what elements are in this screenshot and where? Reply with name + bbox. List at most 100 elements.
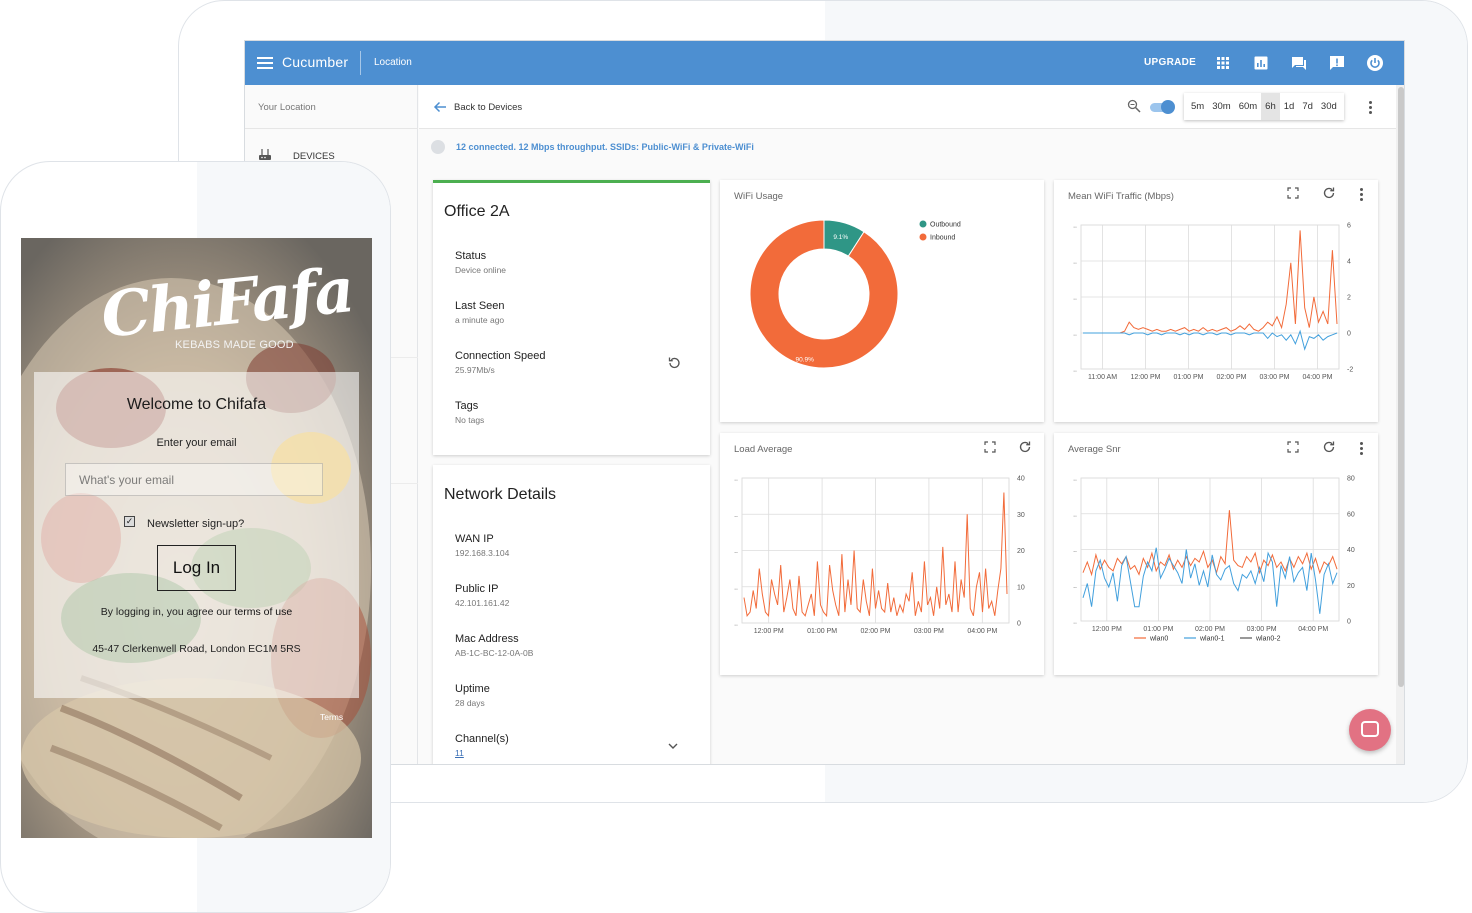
uptime-value: 28 days	[455, 698, 485, 708]
chart-options-icon[interactable]	[1360, 188, 1364, 203]
feedback-icon[interactable]	[1328, 54, 1346, 72]
range-5m[interactable]: 5m	[1191, 101, 1205, 112]
chart-title: Average Snr	[1068, 444, 1121, 455]
x-tick-label: 03:00 PM	[1260, 374, 1290, 381]
mac-address-value: AB-1C-BC-12-0A-0B	[455, 648, 534, 658]
pie-slice-inbound	[749, 219, 899, 369]
newsletter-checkbox[interactable]: ✓	[124, 516, 135, 527]
app-title: Cucumber	[282, 54, 349, 70]
scrollbar[interactable]	[1396, 85, 1404, 764]
summary-text[interactable]: 12 connected. 12 Mbps throughput. SSIDs:…	[456, 142, 754, 152]
traffic-line-chart: 6.. 4.. 2.. 0.. -2.. 11:00 AM 12:00 PM 01:00 PM…	[1073, 223, 1353, 382]
wifi-usage-donut: 9.1% Outbound 90.9% Inbound	[749, 219, 961, 369]
chat-icon[interactable]	[1290, 54, 1308, 72]
back-arrow-icon[interactable]	[433, 100, 447, 114]
load-line-chart: 40.. 30.. 20.. 10.. 0.. 12:00 PM 01:00 PM 02:00…	[734, 476, 1025, 636]
back-to-devices-link[interactable]: Back to Devices	[454, 102, 523, 113]
y-tick-label: 6	[1347, 223, 1351, 230]
agree-prefix: By logging in, you agree our	[100, 606, 232, 618]
y-tick-mark: ..	[1073, 619, 1077, 626]
channel-link[interactable]: 11	[455, 748, 464, 758]
title-divider	[360, 51, 361, 75]
range-60m[interactable]: 60m	[1238, 101, 1258, 112]
status-label: Status	[455, 250, 487, 262]
welcome-heading: Welcome to Chifafa	[126, 396, 267, 413]
device-name: Office 2A	[444, 203, 510, 220]
zoom-icon[interactable]	[1127, 99, 1141, 113]
speed-test-refresh-icon[interactable]	[667, 356, 681, 370]
y-tick-label: 20	[1017, 548, 1025, 555]
x-tick-label: 02:00 PM	[1195, 626, 1225, 633]
range-30m[interactable]: 30m	[1212, 101, 1231, 112]
legend-label: Outbound	[930, 222, 961, 229]
chart-title: WiFi Usage	[734, 191, 784, 202]
hamburger-menu-icon[interactable]	[257, 54, 273, 72]
email-label: Enter your email	[156, 437, 237, 449]
fullscreen-icon[interactable]	[984, 441, 996, 453]
legend-swatch	[919, 233, 927, 241]
y-tick-mark: ..	[1073, 223, 1077, 230]
more-options-icon[interactable]	[1369, 101, 1373, 116]
terms-of-use-link[interactable]: terms of use	[234, 606, 293, 618]
x-tick-label: 11:00 AM	[1088, 374, 1117, 381]
y-tick-mark: ..	[734, 512, 738, 519]
apps-grid-icon[interactable]	[1214, 54, 1232, 72]
sidebar-item-devices[interactable]: DEVICES	[293, 151, 335, 162]
captive-portal-screen: ChiFafa KEBABS MADE GOOD Welcome to Chif…	[21, 238, 372, 838]
chart-options-icon[interactable]	[1360, 442, 1364, 457]
chat-launcher-button[interactable]	[1349, 709, 1391, 751]
x-tick-label: 03:00 PM	[914, 628, 944, 635]
refresh-icon[interactable]	[1018, 440, 1032, 454]
range-6h[interactable]: 6h	[1261, 93, 1280, 120]
refresh-icon[interactable]	[1322, 440, 1336, 454]
login-button[interactable]: Log In	[157, 545, 236, 591]
upgrade-button[interactable]: UPGRADE	[1144, 57, 1197, 68]
terms-footer-link[interactable]: Terms	[320, 712, 344, 722]
y-tick-mark: ..	[1073, 583, 1077, 590]
range-30d[interactable]: 30d	[1320, 101, 1337, 112]
channels-label: Channel(s)	[455, 733, 509, 745]
y-tick-label: 0	[1347, 331, 1351, 338]
x-tick-label: 04:00 PM	[1298, 626, 1328, 633]
legend-label: Inbound	[930, 235, 955, 242]
y-tick-mark: ..	[734, 621, 738, 628]
load-average-card: Load Average 40.. 30.. 20.. 10.. 0.. 12:00 PM…	[720, 433, 1044, 675]
wifi-usage-card: WiFi Usage 9.1% Outbound 90.9% Inbound	[720, 180, 1044, 422]
y-tick-label: 60	[1347, 511, 1355, 518]
fullscreen-icon[interactable]	[1287, 187, 1299, 199]
mac-address-label: Mac Address	[455, 633, 519, 645]
refresh-icon[interactable]	[1322, 186, 1336, 200]
power-icon[interactable]	[1366, 54, 1384, 72]
device-toolbar: Back to Devices 5m 30m 60m 6h 1d 7d 30d	[419, 85, 1396, 129]
time-range-selector: 5m 30m 60m 6h 1d 7d 30d	[1184, 93, 1344, 120]
login-panel: Welcome to Chifafa Enter your email ✓ Ne…	[34, 372, 359, 698]
x-tick-label: 02:00 PM	[1217, 374, 1247, 381]
router-icon	[259, 149, 271, 160]
chart-title: Mean WiFi Traffic (Mbps)	[1068, 191, 1174, 202]
x-tick-label: 12:00 PM	[754, 628, 784, 635]
public-ip-label: Public IP	[455, 583, 499, 595]
y-tick-label: 40	[1347, 547, 1355, 554]
network-details-title: Network Details	[444, 486, 557, 503]
scrollbar-thumb[interactable]	[1398, 87, 1404, 687]
y-tick-label: 0	[1347, 619, 1351, 626]
y-tick-label: 2	[1347, 295, 1351, 302]
live-toggle[interactable]	[1150, 100, 1175, 114]
chevron-down-icon[interactable]	[667, 741, 679, 751]
tags-label: Tags	[455, 400, 479, 412]
report-chart-icon[interactable]	[1252, 54, 1270, 72]
x-tick-label: 12:00 PM	[1131, 374, 1161, 381]
fullscreen-icon[interactable]	[1287, 441, 1299, 453]
channels-value[interactable]: 11	[455, 748, 464, 758]
y-tick-mark: ..	[1073, 331, 1077, 338]
your-location-label[interactable]: Your Location	[258, 102, 316, 113]
range-7d[interactable]: 7d	[1302, 101, 1313, 112]
dashboard-screen: Cucumber Location UPGRADE Your Location	[244, 40, 1405, 765]
average-snr-card: Average Snr 80.. 60.. 40.. 20.. 0.. 12:00 PM 0…	[1054, 433, 1378, 675]
y-tick-mark: ..	[1073, 295, 1077, 302]
location-label[interactable]: Location	[374, 57, 412, 68]
email-input[interactable]	[65, 463, 323, 496]
y-tick-label: 10	[1017, 584, 1025, 591]
legend-swatch	[919, 220, 927, 228]
range-1d[interactable]: 1d	[1283, 101, 1295, 112]
